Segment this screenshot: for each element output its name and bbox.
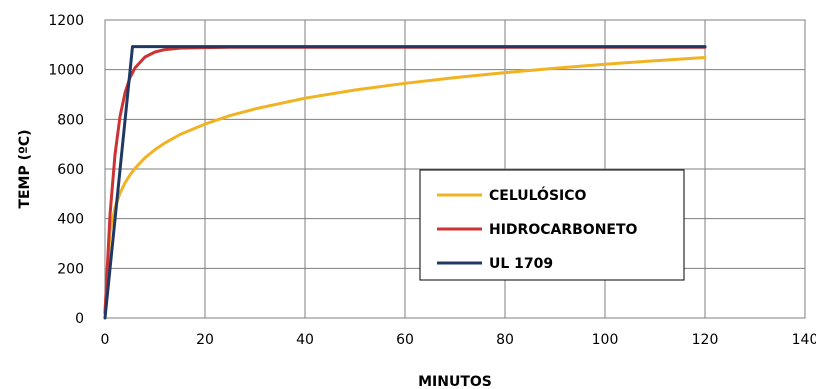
x-tick-label: 140 <box>792 332 816 348</box>
x-tick-label: 40 <box>296 332 314 348</box>
x-tick-label: 100 <box>592 332 619 348</box>
legend: CELULÓSICO HIDROCARBONETO UL 1709 <box>419 169 685 281</box>
y-tick-label: 600 <box>57 162 84 178</box>
x-tick-label: 80 <box>496 332 514 348</box>
y-tick-label: 400 <box>57 212 84 228</box>
x-axis-title: MINUTOS <box>418 374 492 389</box>
series-line-2 <box>103 45 707 320</box>
x-tick-label: 60 <box>396 332 414 348</box>
legend-label: HIDROCARBONETO <box>489 222 638 238</box>
y-tick-label: 800 <box>57 112 84 128</box>
grid-lines <box>105 20 805 318</box>
series-lines <box>103 45 707 320</box>
x-tick-label: 120 <box>692 332 719 348</box>
x-tick-label: 0 <box>101 332 110 348</box>
legend-label: UL 1709 <box>489 256 553 272</box>
x-axis-ticks: 0 20 40 60 80 100 120 140 <box>101 332 816 348</box>
legend-label: CELULÓSICO <box>489 186 587 204</box>
series-line-0 <box>103 56 707 315</box>
y-tick-label: 0 <box>75 311 84 327</box>
x-tick-label: 20 <box>196 332 214 348</box>
y-tick-label: 200 <box>57 261 84 277</box>
plot-frame <box>104 19 806 319</box>
y-tick-label: 1000 <box>48 63 84 79</box>
y-axis-ticks: 0 200 400 600 800 1000 1200 <box>48 13 84 327</box>
y-tick-label: 1200 <box>48 13 84 29</box>
y-axis-title: TEMP (ºC) <box>17 129 33 208</box>
